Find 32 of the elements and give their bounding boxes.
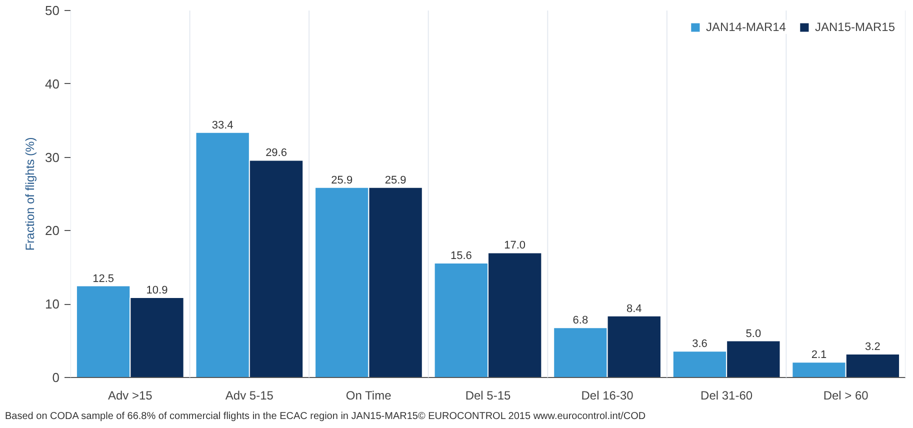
data-label: 3.6	[692, 338, 708, 350]
legend-label: JAN14-MAR14	[706, 20, 786, 34]
text: Based on CODA sample of 66.8% of commercial flights in the ECAC region in JAN15-MAR15	[5, 410, 418, 424]
x-tick-label: Del 31-60	[700, 388, 753, 402]
data-label: 15.6	[450, 250, 472, 262]
data-label: 25.9	[331, 174, 353, 186]
text: © EUROCONTROL 2015 www.eurocontrol.int/COD	[418, 410, 646, 424]
x-tick-label: Adv >15	[108, 388, 153, 402]
y-axis-title: Fraction of flights (%)	[23, 137, 38, 251]
data-label: 6.8	[572, 314, 588, 327]
y-tick-label: 20	[45, 223, 60, 238]
data-label: 17.0	[504, 240, 526, 252]
legend-label: JAN15-MAR15	[814, 20, 895, 34]
data-label: 3.2	[865, 341, 880, 354]
y-tick-label: 30	[45, 150, 60, 165]
y-tick-label: 40	[45, 76, 60, 92]
data-label: 33.4	[212, 119, 234, 132]
x-tick-label: Adv 5-15	[225, 388, 274, 402]
data-label: 10.9	[146, 284, 168, 296]
x-tick-label: Del > 60	[823, 388, 869, 402]
data-label: 25.9	[384, 174, 406, 186]
x-tick-label: On Time	[346, 388, 392, 402]
data-label: 8.4	[626, 302, 642, 315]
x-tick-label: Del 16-30	[581, 388, 634, 402]
y-tick-label: 0	[52, 370, 60, 385]
data-label: 2.1	[811, 349, 827, 362]
data-label: 12.5	[92, 272, 114, 285]
data-label: 29.6	[266, 147, 287, 160]
y-tick-label: 10	[45, 296, 60, 312]
y-tick-label: 50	[45, 3, 60, 18]
data-label: 5.0	[746, 328, 762, 340]
x-tick-label: Del 5-15	[465, 388, 512, 402]
